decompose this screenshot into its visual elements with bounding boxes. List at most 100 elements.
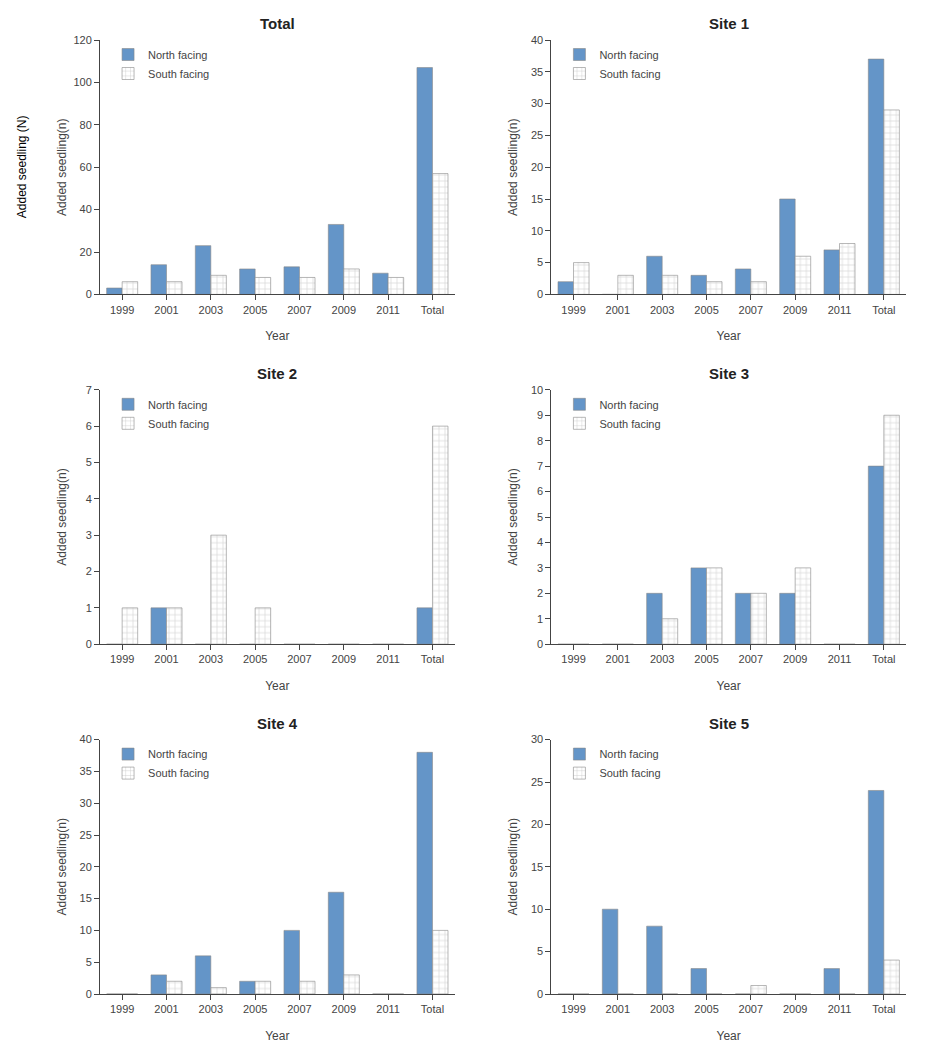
svg-text:7: 7 — [86, 384, 92, 396]
svg-text:1999: 1999 — [561, 653, 585, 665]
svg-text:2011: 2011 — [828, 304, 852, 316]
svg-text:Year: Year — [717, 1029, 741, 1043]
svg-text:35: 35 — [80, 765, 92, 777]
svg-text:1: 1 — [537, 613, 543, 625]
svg-text:5: 5 — [86, 456, 92, 468]
svg-text:10: 10 — [531, 903, 543, 915]
svg-text:Added seedling(n): Added seedling(n) — [55, 818, 69, 915]
svg-text:Site 1: Site 1 — [709, 15, 749, 32]
svg-text:Site 4: Site 4 — [257, 715, 298, 732]
svg-text:3: 3 — [86, 529, 92, 541]
svg-text:1999: 1999 — [110, 304, 134, 316]
svg-text:South facing: South facing — [599, 68, 660, 80]
svg-text:Site 5: Site 5 — [709, 715, 749, 732]
svg-text:2003: 2003 — [650, 304, 674, 316]
svg-text:Added seedling(n): Added seedling(n) — [506, 468, 520, 565]
svg-text:North facing: North facing — [599, 399, 658, 411]
svg-text:40: 40 — [80, 733, 92, 745]
svg-text:2011: 2011 — [376, 1003, 400, 1015]
svg-text:Year: Year — [265, 1029, 289, 1043]
svg-text:3: 3 — [537, 562, 543, 574]
svg-text:North facing: North facing — [148, 399, 207, 411]
svg-text:20: 20 — [80, 861, 92, 873]
svg-text:2: 2 — [86, 565, 92, 577]
svg-text:Total: Total — [872, 304, 895, 316]
svg-text:South facing: South facing — [599, 418, 660, 430]
svg-text:2007: 2007 — [739, 304, 763, 316]
svg-text:5: 5 — [86, 956, 92, 968]
svg-text:25: 25 — [531, 776, 543, 788]
svg-text:10: 10 — [531, 225, 543, 237]
svg-text:2: 2 — [537, 587, 543, 599]
svg-text:2007: 2007 — [739, 1003, 763, 1015]
svg-text:35: 35 — [531, 66, 543, 78]
svg-text:10: 10 — [80, 924, 92, 936]
svg-text:Added seedling(n): Added seedling(n) — [55, 118, 69, 215]
svg-text:2011: 2011 — [828, 1003, 852, 1015]
svg-text:10: 10 — [531, 384, 543, 396]
svg-text:Added seedling(n): Added seedling(n) — [55, 468, 69, 565]
svg-text:1: 1 — [86, 602, 92, 614]
svg-text:0: 0 — [537, 988, 543, 1000]
svg-text:2001: 2001 — [154, 304, 178, 316]
svg-text:25: 25 — [531, 129, 543, 141]
svg-text:7: 7 — [537, 460, 543, 472]
svg-text:North facing: North facing — [148, 49, 207, 61]
svg-text:1999: 1999 — [561, 1003, 585, 1015]
svg-text:40: 40 — [531, 34, 543, 46]
svg-text:Total: Total — [872, 1003, 895, 1015]
svg-text:2005: 2005 — [243, 304, 267, 316]
svg-text:20: 20 — [531, 161, 543, 173]
svg-text:Year: Year — [717, 329, 741, 343]
svg-text:2001: 2001 — [606, 653, 630, 665]
svg-text:40: 40 — [80, 203, 92, 215]
svg-text:2003: 2003 — [650, 1003, 674, 1015]
svg-text:60: 60 — [80, 161, 92, 173]
svg-text:2009: 2009 — [332, 304, 356, 316]
svg-text:25: 25 — [80, 829, 92, 841]
svg-text:2003: 2003 — [199, 653, 223, 665]
svg-text:Total: Total — [260, 15, 295, 32]
svg-text:2007: 2007 — [739, 653, 763, 665]
svg-text:30: 30 — [80, 797, 92, 809]
svg-text:South facing: South facing — [148, 418, 209, 430]
svg-text:1999: 1999 — [110, 1003, 134, 1015]
svg-text:2005: 2005 — [694, 653, 718, 665]
svg-text:Site 3: Site 3 — [709, 365, 749, 382]
svg-text:2001: 2001 — [154, 653, 178, 665]
svg-text:Total: Total — [421, 653, 444, 665]
svg-text:2007: 2007 — [287, 304, 311, 316]
svg-text:5: 5 — [537, 256, 543, 268]
svg-text:6: 6 — [537, 485, 543, 497]
svg-text:1999: 1999 — [110, 653, 134, 665]
svg-text:Total: Total — [421, 304, 444, 316]
svg-text:2003: 2003 — [199, 1003, 223, 1015]
svg-text:20: 20 — [531, 818, 543, 830]
svg-text:20: 20 — [80, 246, 92, 258]
svg-text:0: 0 — [537, 638, 543, 650]
svg-text:2011: 2011 — [376, 304, 400, 316]
svg-text:Added seedling(n): Added seedling(n) — [506, 818, 520, 915]
svg-text:2005: 2005 — [243, 653, 267, 665]
svg-text:2005: 2005 — [694, 304, 718, 316]
svg-text:Year: Year — [265, 679, 289, 693]
svg-text:2003: 2003 — [650, 653, 674, 665]
svg-text:15: 15 — [531, 861, 543, 873]
svg-text:30: 30 — [531, 97, 543, 109]
svg-text:South facing: South facing — [148, 68, 209, 80]
svg-text:Site 2: Site 2 — [257, 365, 297, 382]
svg-text:2007: 2007 — [287, 1003, 311, 1015]
svg-text:4: 4 — [537, 536, 543, 548]
svg-text:Total: Total — [872, 653, 895, 665]
svg-text:South facing: South facing — [599, 767, 660, 779]
svg-text:30: 30 — [531, 733, 543, 745]
svg-text:2001: 2001 — [606, 304, 630, 316]
svg-text:15: 15 — [80, 892, 92, 904]
svg-text:8: 8 — [537, 435, 543, 447]
svg-text:2009: 2009 — [783, 304, 807, 316]
svg-text:South facing: South facing — [148, 767, 209, 779]
svg-text:2003: 2003 — [199, 304, 223, 316]
svg-text:Year: Year — [265, 329, 289, 343]
svg-text:80: 80 — [80, 119, 92, 131]
svg-text:100: 100 — [73, 76, 91, 88]
